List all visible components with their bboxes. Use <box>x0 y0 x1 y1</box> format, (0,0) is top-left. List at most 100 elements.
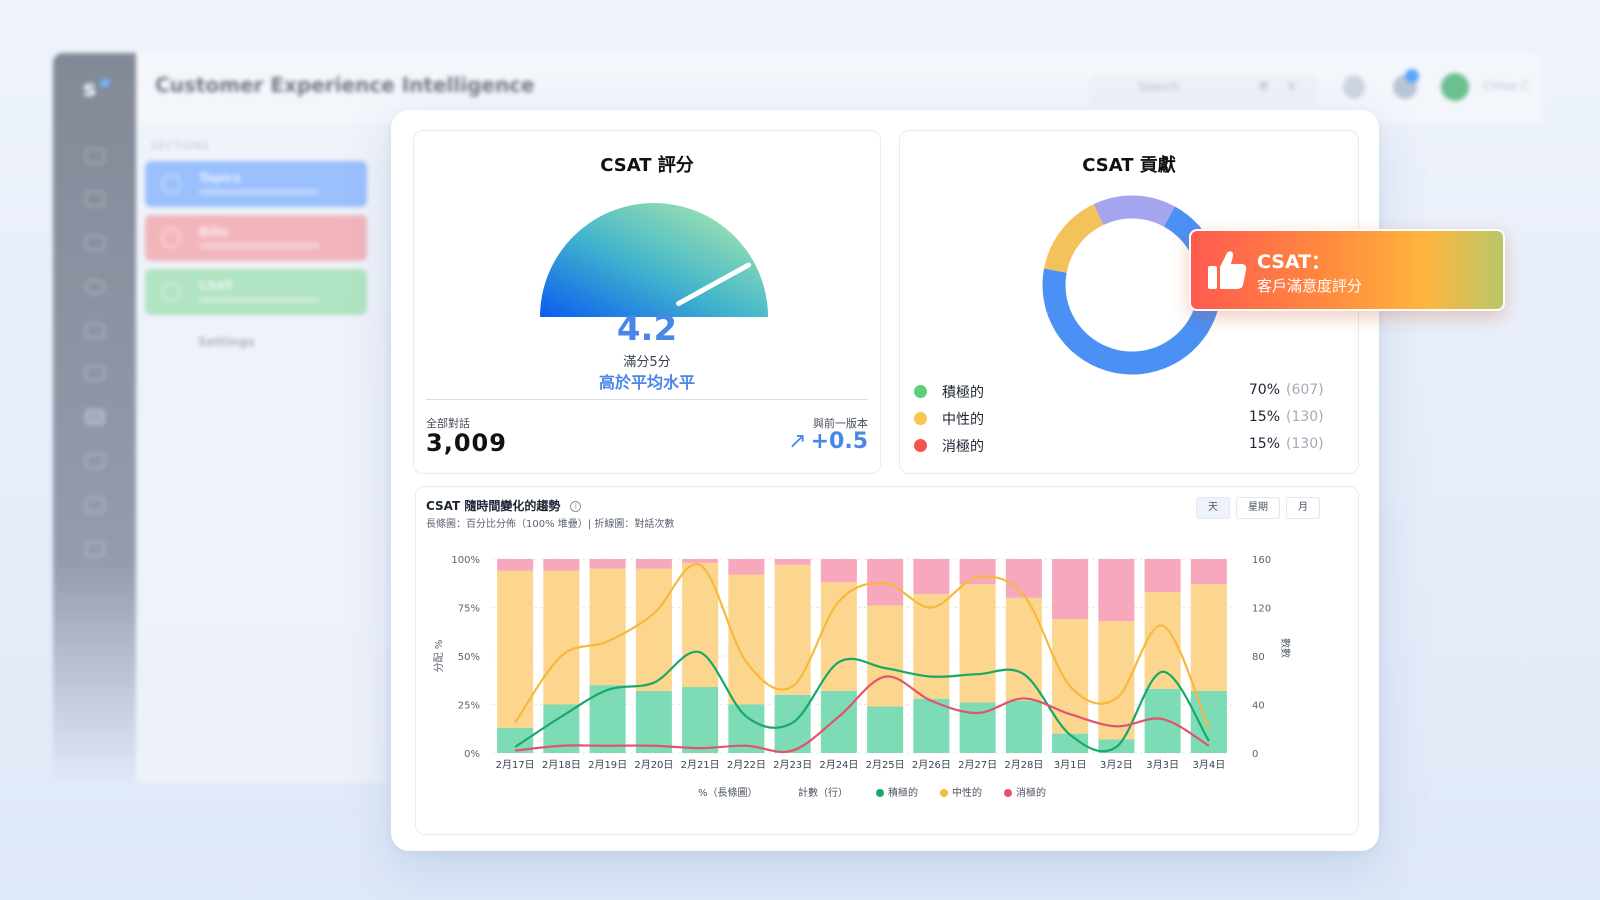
bar-segment-2[interactable] <box>682 559 719 563</box>
legend-label[interactable]: 計數（行） <box>798 786 848 799</box>
donut-slice-2[interactable] <box>1093 195 1175 227</box>
topic-icon <box>161 174 181 194</box>
bar-segment-1[interactable] <box>589 568 626 686</box>
users-icon[interactable] <box>85 453 105 469</box>
csat-score-title: CSAT 評分 <box>600 155 694 176</box>
legend-pct: 70% <box>1248 382 1280 398</box>
nav-item-settings[interactable]: Settings <box>198 335 255 349</box>
bar-segment-1[interactable] <box>867 605 904 707</box>
chat-icon[interactable] <box>85 235 105 251</box>
y-left-axis-label: 分配 % <box>433 640 445 673</box>
y-right-tick: 40 <box>1252 701 1265 712</box>
doc-icon[interactable] <box>85 497 105 513</box>
settings-icon[interactable] <box>85 541 105 557</box>
bar-segment-1[interactable] <box>774 564 811 695</box>
bar-segment-2[interactable] <box>774 559 811 565</box>
bar-segment-2[interactable] <box>543 559 580 571</box>
trend-line-1[interactable] <box>514 650 1210 753</box>
bar-segment-0[interactable] <box>1052 733 1089 753</box>
search-input[interactable] <box>1088 75 1318 105</box>
period-month-button[interactable]: 月 <box>1286 497 1320 519</box>
nav-card-bills[interactable]: Bills <box>145 215 367 261</box>
bar-segment-2[interactable] <box>1098 559 1135 622</box>
bar-segment-0[interactable] <box>1190 690 1227 753</box>
legend-label[interactable]: %（長條圖） <box>698 786 758 799</box>
legend-label[interactable]: 消極的 <box>1016 786 1046 799</box>
legend-name: 消極的 <box>942 439 984 455</box>
change-value: +0.5 <box>810 429 868 454</box>
grid-icon[interactable] <box>85 191 105 207</box>
nav-card-topics[interactable]: Topics <box>145 161 367 207</box>
x-tick-label: 3月4日 <box>1193 759 1226 771</box>
trend-up-arrow-icon: ↗ <box>788 429 807 454</box>
csat-contribution-title: CSAT 貢獻 <box>1082 155 1176 176</box>
x-tick-label: 2月27日 <box>958 759 997 771</box>
bar-segment-1[interactable] <box>543 570 580 705</box>
tooltip-title: CSAT： <box>1257 251 1331 273</box>
bar-segment-1[interactable] <box>959 584 996 703</box>
home-icon[interactable] <box>85 148 105 164</box>
bar-segment-1[interactable] <box>728 574 765 705</box>
legend-label[interactable]: 中性的 <box>952 786 982 799</box>
bar-segment-1[interactable] <box>1005 597 1042 701</box>
bar-segment-2[interactable] <box>959 559 996 585</box>
user-icon[interactable] <box>1343 75 1365 99</box>
x-tick-label: 3月3日 <box>1146 759 1179 771</box>
list-icon[interactable] <box>85 323 105 339</box>
bar-segment-2[interactable] <box>1190 559 1227 585</box>
bar-segment-1[interactable] <box>635 568 672 691</box>
sections-label: SECTIONS <box>151 141 210 152</box>
app-logo[interactable]: s <box>83 77 97 102</box>
bar-segment-0[interactable] <box>820 690 857 753</box>
change-label: 與前一版本 <box>813 417 868 430</box>
search-shortcut: ⌘ K <box>1258 80 1304 93</box>
globe-icon[interactable] <box>85 279 105 295</box>
bar-segment-2[interactable] <box>1052 559 1089 620</box>
bar-segment-0[interactable] <box>1144 688 1181 753</box>
total-conversations-label: 全部對話 <box>426 417 470 430</box>
legend-name: 積極的 <box>942 385 984 401</box>
nav-card-title: Bills <box>199 225 228 239</box>
csat-max-label: 滿分5分 <box>623 355 671 370</box>
trend-line-2[interactable] <box>515 675 1210 754</box>
legend-pct: 15% <box>1248 409 1280 425</box>
bar-segment-0[interactable] <box>1005 700 1042 753</box>
negative-dot-icon <box>914 439 927 452</box>
bar-segment-2[interactable] <box>728 559 765 575</box>
bar-segment-2[interactable] <box>589 559 626 569</box>
analytics-icon[interactable] <box>85 409 105 425</box>
trend-line-0[interactable] <box>514 563 1210 730</box>
bar-segment-2[interactable] <box>913 559 950 594</box>
divider <box>426 399 868 400</box>
bar-segment-2[interactable] <box>820 559 857 583</box>
nav-card-csat[interactable]: CSAT <box>145 269 367 315</box>
period-day-button[interactable]: 天 <box>1196 497 1230 519</box>
tag-icon[interactable] <box>85 365 105 381</box>
csat-value: 4.2 <box>616 309 678 349</box>
legend-row-neutral: 中性的 15% (130) <box>914 408 1324 430</box>
donut-slice-1[interactable] <box>1044 204 1104 274</box>
bar-segment-2[interactable] <box>635 559 672 569</box>
trend-title-wrap: CSAT 隨時間變化的趨勢 i <box>426 497 582 514</box>
avatar[interactable] <box>1441 73 1469 101</box>
bar-segment-2[interactable] <box>1144 559 1181 592</box>
csat-status: 高於平均水平 <box>598 373 695 392</box>
x-tick-label: 2月28日 <box>1004 759 1043 771</box>
csat-gauge <box>514 183 794 323</box>
csat-icon <box>161 282 181 302</box>
bar-segment-1[interactable] <box>1052 619 1089 734</box>
nav-card-subtitle-bar <box>199 297 319 303</box>
bar-segment-0[interactable] <box>913 698 950 753</box>
bar-segment-0[interactable] <box>867 706 904 753</box>
x-tick-label: 2月18日 <box>542 759 581 771</box>
bar-segment-2[interactable] <box>1005 559 1042 598</box>
bar-segment-0[interactable] <box>635 690 672 753</box>
bar-segment-0[interactable] <box>682 687 719 753</box>
legend-label[interactable]: 積極的 <box>888 786 918 799</box>
bar-segment-1[interactable] <box>913 593 950 699</box>
bar-segment-2[interactable] <box>497 559 534 571</box>
period-week-button[interactable]: 星期 <box>1236 497 1280 519</box>
csat-trend-panel: CSAT 隨時間變化的趨勢 i 長條圖：百分比分佈（100% 堆疊）| 折線圖：對… <box>415 486 1359 835</box>
bar-segment-1[interactable] <box>1190 584 1227 691</box>
info-icon[interactable]: i <box>570 501 582 512</box>
